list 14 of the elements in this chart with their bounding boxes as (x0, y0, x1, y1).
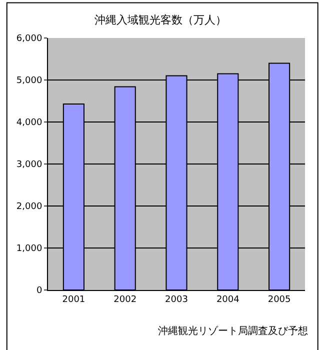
x-tick-label: 2004 (216, 294, 240, 305)
x-tick-label: 2005 (268, 294, 291, 305)
x-tick-label: 2002 (114, 294, 137, 305)
y-tick-label: 2,000 (16, 202, 42, 212)
text: 沖縄観光リゾート局調査及び予想 (158, 325, 308, 337)
y-tick-label: 4,000 (16, 118, 42, 128)
y-tick-label: 6,000 (16, 34, 42, 44)
y-tick-label: 5,000 (16, 76, 42, 86)
x-tick-label: 2001 (62, 294, 86, 305)
y-tick-label: 1,000 (16, 244, 42, 254)
x-tick-label: 2003 (165, 294, 188, 305)
y-tick-label: 3,000 (16, 160, 42, 170)
y-tick-label: 0 (36, 286, 42, 296)
chart-title: 沖縄入域観光客数（万人） (94, 13, 226, 26)
